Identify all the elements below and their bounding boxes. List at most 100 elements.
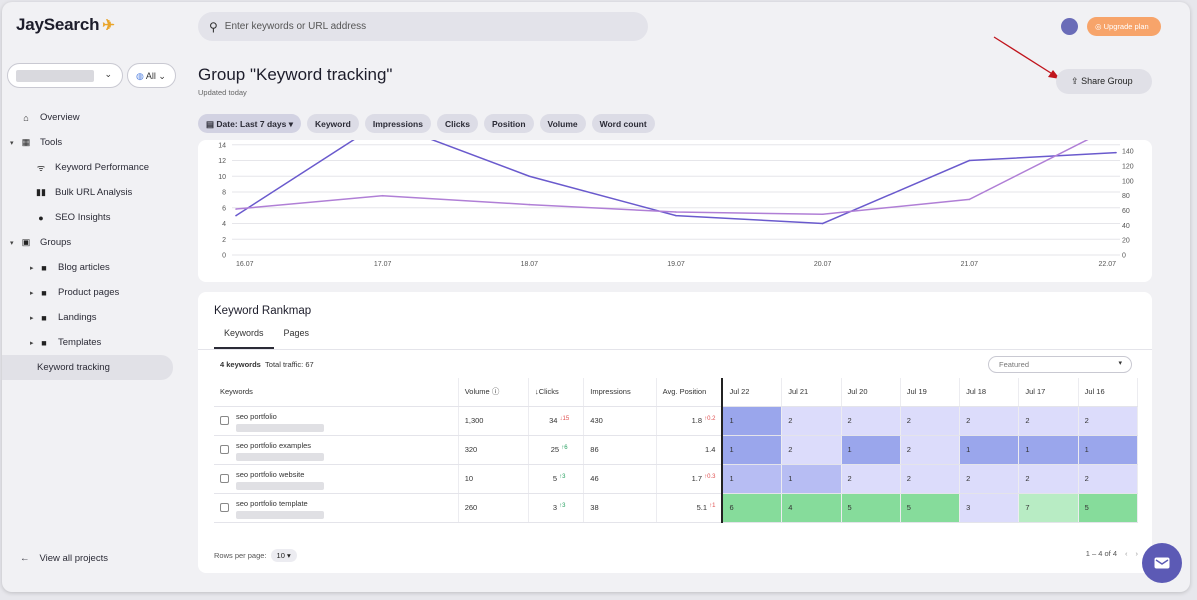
y-right-tick-label: 160	[1122, 140, 1134, 141]
col-jul22[interactable]: Jul 22	[721, 378, 783, 407]
sidebar-item-templates[interactable]: ▸ ■ Templates	[2, 330, 182, 355]
row-checkbox[interactable]	[220, 474, 229, 484]
col-keywords[interactable]: Keywords	[214, 378, 459, 407]
sidebar-item-keyword-performance[interactable]: ᯤ Keyword Performance	[2, 155, 182, 180]
y-right-tick-label: 40	[1122, 223, 1130, 230]
sidebar-item-groups[interactable]: ▾ ▣ Groups	[2, 230, 182, 255]
keyword-rankmap-card: Keyword Rankmap Keywords Pages 4 keyword…	[198, 292, 1152, 573]
sidebar-item-overview[interactable]: ⌂ Overview	[2, 105, 182, 130]
tab-pages[interactable]: Pages	[283, 328, 310, 338]
position-value: 1.8	[691, 416, 702, 425]
pagination-label: 1 – 4 of 4	[1085, 549, 1117, 558]
series-point	[235, 208, 237, 210]
rankmap-tabs: Keywords Pages	[214, 328, 319, 349]
page-title: Group "Keyword tracking"	[198, 65, 393, 84]
row-checkbox[interactable]	[220, 445, 229, 455]
sidebar-item-blog-articles[interactable]: ▸ ■ Blog articles	[2, 255, 182, 280]
col-volume[interactable]: Volume ⓘ	[458, 378, 530, 407]
sort-select[interactable]: Featured ▾	[988, 356, 1132, 373]
folder-icon: ■	[41, 262, 47, 273]
rank-cell: 2	[900, 435, 961, 465]
sidebar-item-seo-insights[interactable]: ● SEO Insights	[2, 205, 182, 230]
col-jul20[interactable]: Jul 20	[841, 378, 901, 407]
tab-keywords[interactable]: Keywords	[214, 328, 274, 349]
col-jul17[interactable]: Jul 17	[1018, 378, 1079, 407]
keyword-url-redacted	[236, 452, 324, 461]
filter-impressions[interactable]: Impressions	[364, 114, 431, 133]
bars-icon: ▮▮	[36, 187, 46, 197]
share-icon: ⇪	[1071, 76, 1079, 86]
rank-cell: 2	[781, 406, 842, 436]
row-checkbox[interactable]	[220, 416, 229, 426]
x-tick-label: 20.07	[814, 261, 832, 268]
wifi-icon: ᯤ	[36, 163, 46, 173]
series-point	[675, 214, 677, 217]
col-jul21[interactable]: Jul 21	[781, 378, 842, 407]
avatar[interactable]	[1061, 18, 1078, 35]
y-right-tick-label: 120	[1122, 164, 1134, 171]
y-left-tick-label: 10	[218, 174, 226, 181]
rank-cell: 5	[841, 493, 901, 523]
chat-button[interactable]	[1142, 543, 1182, 583]
share-group-button[interactable]: ⇪ Share Group	[1056, 69, 1152, 94]
x-tick-label: 16.07	[236, 261, 254, 268]
sidebar-item-bulk-url[interactable]: ▮▮ Bulk URL Analysis	[2, 180, 182, 205]
filter-keyword[interactable]: Keyword	[306, 114, 359, 133]
total-traffic: Total traffic: 67	[265, 360, 314, 369]
filter-date[interactable]: ▤ Date: Last 7 days ▾	[198, 114, 301, 133]
keyword-url-redacted	[236, 481, 324, 490]
series-point	[1115, 151, 1117, 154]
rows-per-page-select[interactable]: 10 ▾	[270, 549, 297, 562]
col-jul19[interactable]: Jul 19	[900, 378, 961, 407]
filter-word-count[interactable]: Word count	[591, 114, 655, 133]
col-impressions[interactable]: Impressions	[583, 378, 657, 407]
upgrade-button[interactable]: ◎ Upgrade plan	[1087, 17, 1161, 36]
y-right-tick-label: 20	[1122, 238, 1130, 245]
keyword-name[interactable]: seo portfolio website	[236, 469, 305, 479]
view-all-label: View all projects	[39, 553, 108, 564]
scope-select[interactable]: ◍ All ⌄	[127, 63, 176, 88]
filter-position[interactable]: Position	[484, 114, 534, 133]
filter-clicks[interactable]: Clicks	[436, 114, 478, 133]
rank-cell: 1	[1078, 435, 1139, 465]
rank-cell: 1	[1018, 435, 1079, 465]
updated-status: Updated today	[198, 88, 247, 97]
row-checkbox[interactable]	[220, 503, 229, 513]
col-jul16[interactable]: Jul 16	[1078, 378, 1139, 407]
position-value: 5.1	[696, 503, 707, 512]
sidebar-item-label: SEO Insights	[55, 212, 111, 223]
sidebar-item-tools[interactable]: ▾ ▦ Tools	[2, 130, 182, 155]
rankmap-title: Keyword Rankmap	[214, 305, 312, 317]
sidebar-item-keyword-tracking[interactable]: Keyword tracking	[2, 355, 173, 380]
keyword-name[interactable]: seo portfolio template	[236, 498, 308, 508]
sidebar-item-product-pages[interactable]: ▸ ■ Product pages	[2, 280, 182, 305]
sidebar-item-label: Tools	[40, 137, 63, 148]
clicks-value: 3	[552, 503, 558, 512]
logo-icon: ✈	[102, 17, 115, 34]
col-avg-position[interactable]: Avg. Position	[656, 378, 723, 407]
y-left-tick-label: 8	[222, 190, 226, 197]
prev-page-button[interactable]: ‹	[1125, 549, 1128, 558]
col-clicks[interactable]: ↓Clicks	[528, 378, 585, 407]
keyword-count: 4 keywords Total traffic: 67	[220, 360, 314, 369]
volume-cell: 1,300	[458, 406, 530, 436]
search-input[interactable]: Enter keywords or URL address	[224, 21, 367, 32]
search-bar[interactable]: ⚲ Enter keywords or URL address	[198, 12, 648, 41]
caret-down-icon: ▾	[1118, 360, 1122, 367]
project-select[interactable]: ⌄	[7, 63, 123, 88]
next-page-button[interactable]: ›	[1135, 549, 1139, 558]
sidebar: JaySearch ✈ ⌄ ◍ All ⌄ ⌂ Overview ▾ ▦ Tools ᯤ…	[2, 2, 182, 592]
keyword-name[interactable]: seo portfolio examples	[236, 440, 312, 450]
y-left-tick-label: 6	[222, 205, 226, 212]
filter-volume[interactable]: Volume	[539, 114, 586, 133]
col-jul18[interactable]: Jul 18	[959, 378, 1020, 407]
keyword-name[interactable]: seo portfolio	[236, 411, 277, 421]
view-all-projects-link[interactable]: ← View all projects	[20, 553, 108, 564]
impressions-cell: 430	[583, 406, 657, 436]
logo[interactable]: JaySearch ✈	[16, 15, 115, 34]
keyword-cell: seo portfolio	[214, 406, 459, 436]
share-label: Share Group	[1081, 76, 1133, 86]
clicks-cell: 3 ↑3	[528, 493, 585, 523]
y-right-tick-label: 60	[1122, 208, 1130, 215]
sidebar-item-landings[interactable]: ▸ ■ Landings	[2, 305, 182, 330]
